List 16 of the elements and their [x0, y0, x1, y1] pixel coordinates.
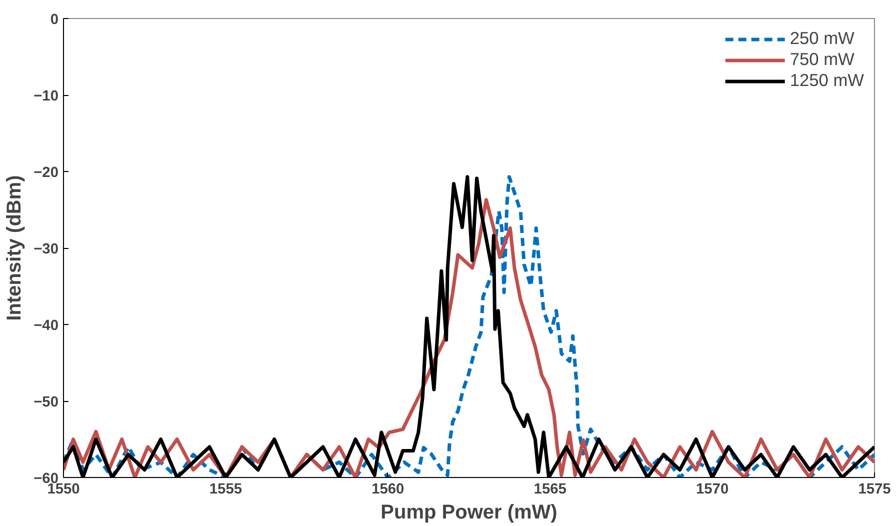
- x-tick-label: 1555: [209, 482, 242, 498]
- y-tick-label: 0: [50, 12, 59, 28]
- legend-label: 250 mW: [790, 28, 854, 49]
- x-axis-title: Pump Power (mW): [380, 502, 558, 524]
- x-tick-label: 1560: [372, 482, 404, 498]
- x-tick-label: 1575: [858, 482, 891, 498]
- legend-label: 1250 mW: [790, 70, 864, 91]
- legend-label: 750 mW: [790, 49, 854, 70]
- y-tick-label: −20: [34, 165, 59, 181]
- y-tick-label: −40: [34, 318, 59, 334]
- y-tick-label: −30: [34, 242, 59, 258]
- x-tick-label: 1570: [696, 482, 729, 498]
- x-tick-label: 1565: [534, 482, 566, 498]
- y-tick-label: −50: [34, 394, 59, 410]
- y-tick-label: −10: [34, 88, 59, 104]
- y-axis-title: Intensity (dBm): [4, 175, 26, 321]
